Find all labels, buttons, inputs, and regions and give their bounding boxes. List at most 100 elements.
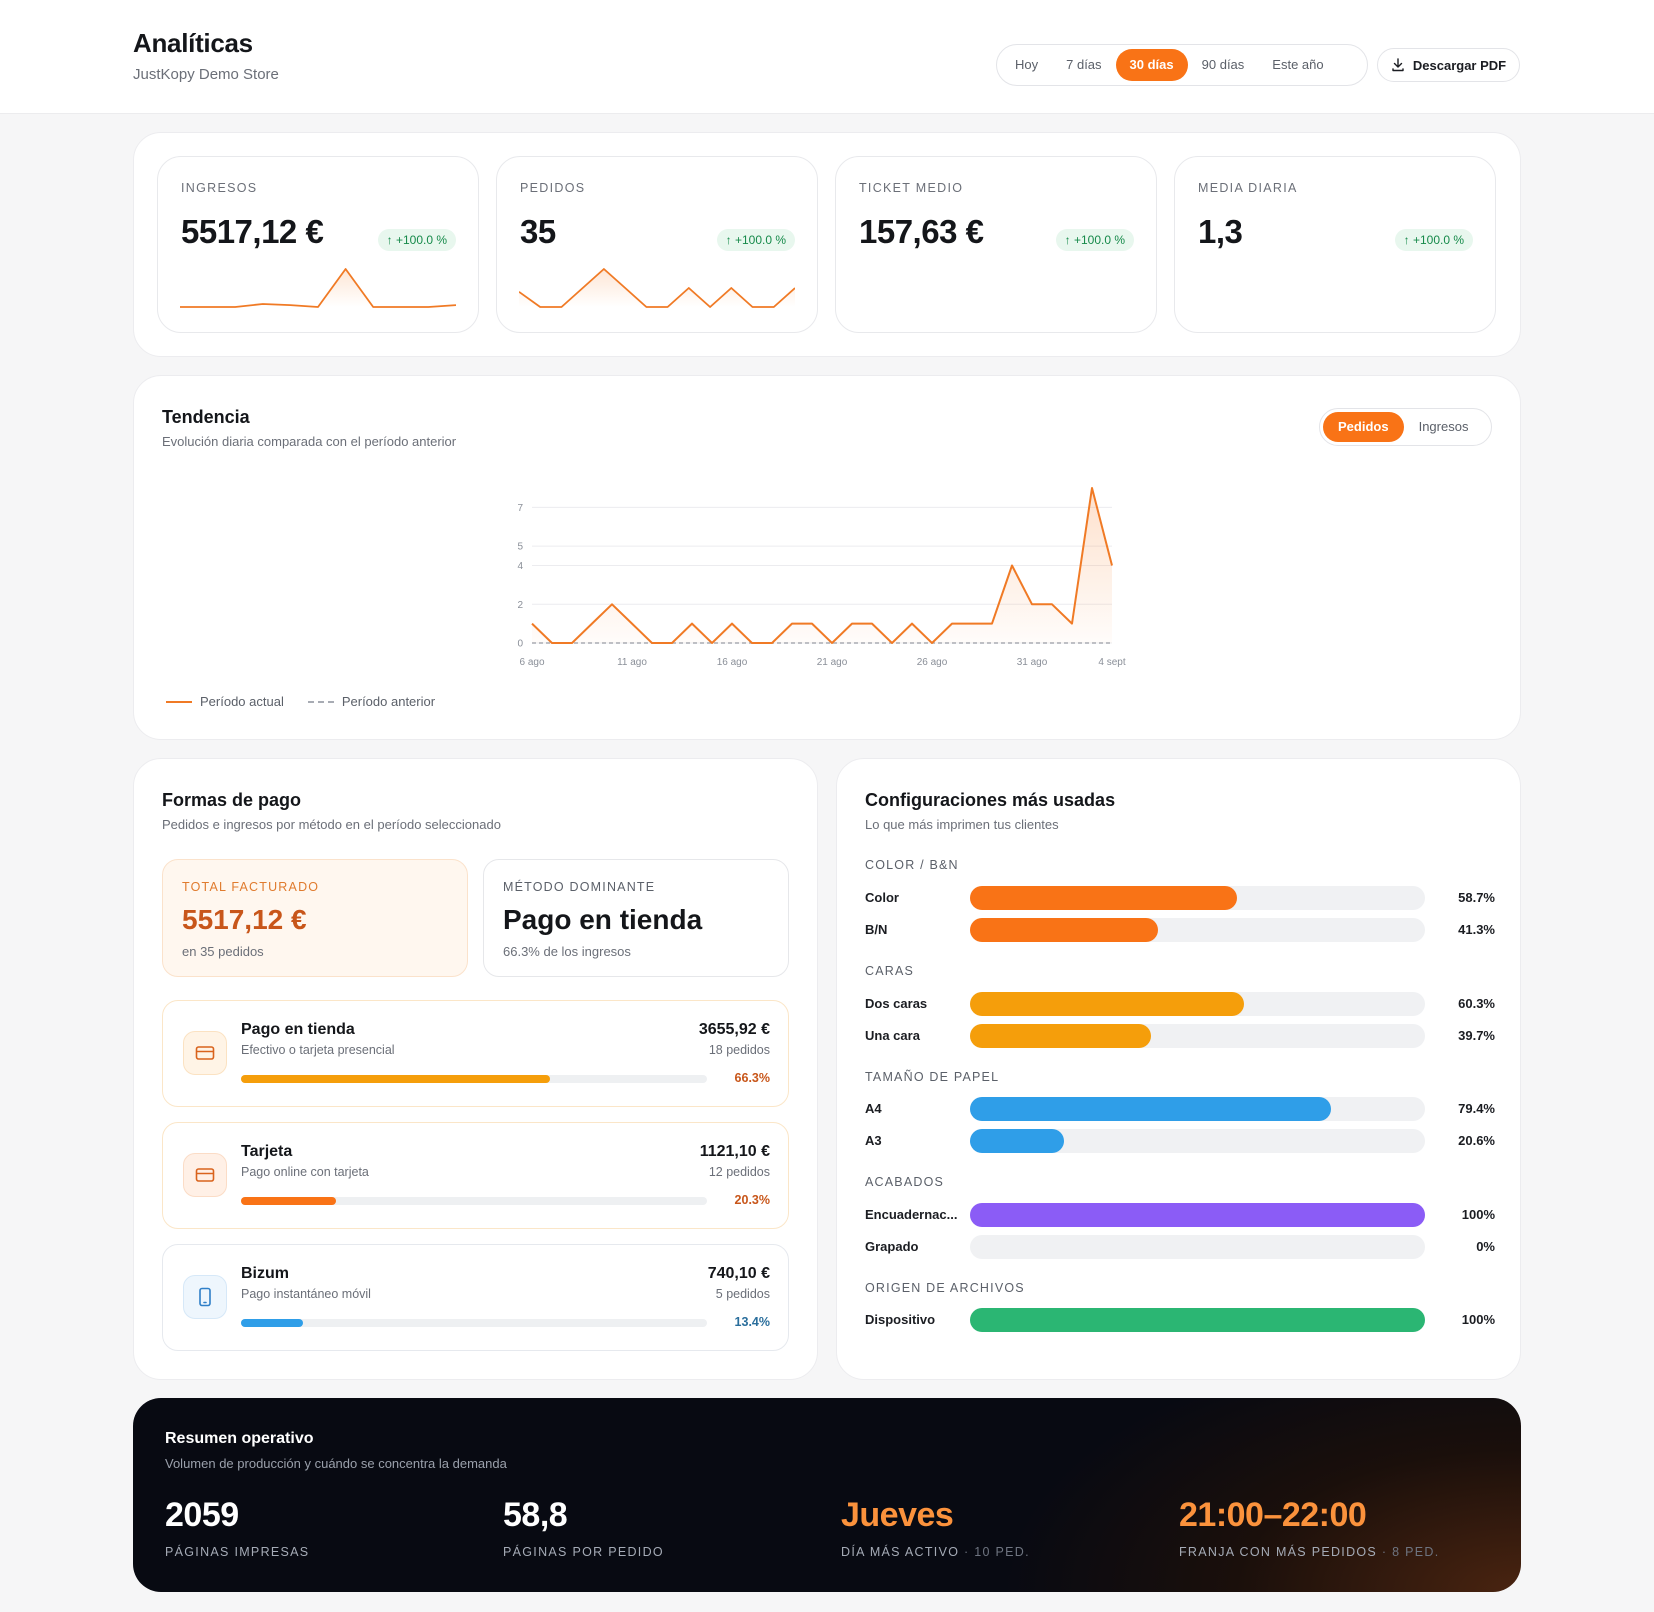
stat-pages-per-order: 58,8 Páginas por pedido [503,1496,664,1559]
method-name: Tarjeta [241,1143,293,1160]
stat-busiest-slot: 21:00–22:00 Franja con más pedidos · 8 p… [1179,1496,1440,1559]
range-90-days[interactable]: 90 días [1201,57,1245,72]
y-tick-label: 7 [517,503,523,514]
stat-value: Jueves [841,1496,954,1534]
dominant-method-value: Pago en tienda [503,904,703,935]
chart-legend: Período actual Período anterior [166,694,435,709]
config-row: Encuadernac... 100% [865,1203,1495,1227]
stat-label: Día más activo · 10 ped. [841,1545,1030,1559]
payment-method-row: Pago en tienda Efectivo o tarjeta presen… [162,1000,789,1107]
config-row: Color 58.7% [865,886,1495,910]
trend-chart: 0 2 4 5 7 6 ago 11 ago 16 ago 21 ago 26 ago 31 ago… [517,487,1126,668]
config-label: Grapado [865,1239,919,1254]
config-group-label: Acabados [865,1175,945,1189]
config-group-label: Origen de archivos [865,1281,1025,1295]
method-orders: 18 pedidos [708,1043,770,1057]
x-tick-label: 16 ago [717,657,748,668]
kpi-value: 1,3 [1198,213,1243,250]
page-title: Analíticas [133,28,253,58]
method-share-percent: 20.3% [734,1193,770,1207]
total-billed-label: Total facturado [182,880,320,894]
payment-methods-card: Formas de pago Pedidos e ingresos por mé… [133,758,818,1380]
stat-label: Franja con más pedidos · 8 ped. [1179,1545,1440,1559]
toggle-orders[interactable]: Pedidos [1323,412,1404,442]
x-tick-label: 21 ago [817,657,848,668]
payment-method-row: Bizum Pago instantáneo móvil 740,10 € 5 … [162,1244,789,1351]
method-amount: 1121,10 € [699,1143,770,1160]
total-billed-value: 5517,12 € [182,904,307,935]
x-tick-label: 4 sept [1098,657,1125,668]
method-share-fill [241,1197,336,1205]
kpi-value: 35 [520,213,556,250]
config-percent: 60.3% [1458,996,1495,1011]
legend-current: Período actual [200,694,284,709]
dominant-method-label: Método dominante [503,880,656,894]
operational-summary: Resumen operativo Volumen de producción … [133,1398,1521,1592]
config-label: Dos caras [865,996,928,1011]
kpi-delta-badge: ↑ +100.0 % [377,229,456,251]
config-percent: 0% [1476,1239,1495,1254]
phone-icon [183,1275,227,1319]
x-tick-label: 11 ago [617,657,647,668]
x-tick-label: 6 ago [519,657,544,668]
config-label: B/N [865,922,888,937]
sparkline-area [519,269,795,307]
config-bar-fill [970,1024,1151,1048]
payment-method-row: Tarjeta Pago online con tarjeta 1121,10 … [162,1122,789,1229]
kpi-delta-badge: ↑ +100.0 % [1055,229,1134,251]
y-tick-label: 2 [517,600,523,611]
dominant-method-sub: 66.3% de los ingresos [503,944,631,959]
config-label: A4 [865,1101,882,1116]
summary-subtitle: Volumen de producción y cuándo se concen… [165,1456,507,1471]
total-billed-box: Total facturado 5517,12 € en 35 pedidos [162,859,468,977]
config-row: A4 79.4% [865,1097,1495,1121]
kpi-sparkline [180,268,456,308]
x-tick-label: 26 ago [917,657,948,668]
config-row: Una cara 39.7% [865,1024,1495,1048]
kpi-section: Ingresos 5517,12 € ↑ +100.0 % Pedidos 35… [133,132,1521,357]
method-share-fill [241,1075,550,1083]
summary-title: Resumen operativo [165,1430,314,1447]
config-row: B/N 41.3% [865,918,1495,942]
config-group-label: Caras [865,964,915,978]
x-tick-label: 31 ago [1017,657,1048,668]
stat-busiest-day: Jueves Día más activo · 10 ped. [841,1496,1030,1559]
method-description: Pago online con tarjeta [241,1165,369,1179]
config-bar-fill [970,1129,1064,1153]
method-share-bar [241,1319,707,1327]
range-today[interactable]: Hoy [1015,57,1039,72]
total-billed-sub: en 35 pedidos [182,944,264,959]
range-this-year[interactable]: Este año [1272,57,1324,72]
download-pdf-button[interactable]: Descargar PDF [1377,48,1520,82]
date-range-selector: Hoy 7 días 30 días 90 días Este año [996,44,1368,86]
config-bar-fill [970,1097,1332,1121]
stat-label: Páginas por pedido [503,1545,664,1559]
method-share-bar [241,1075,707,1083]
config-group-label: Tamaño de papel [865,1070,1000,1084]
config-row: Dispositivo 100% [865,1308,1495,1332]
config-bar [970,1235,1425,1259]
kpi-delta-badge: ↑ +100.0 % [716,229,795,251]
config-percent: 79.4% [1458,1101,1495,1116]
config-bar-fill [970,886,1238,910]
store-name: JustKopy Demo Store [133,66,279,83]
dominant-method-box: Método dominante Pago en tienda 66.3% de… [483,859,789,977]
kpi-label: Media diaria [1198,181,1298,195]
trend-title: Tendencia [162,407,250,427]
config-label: Una cara [865,1028,920,1043]
config-group-label: Color / B&N [865,858,959,872]
range-7-days[interactable]: 7 días [1066,57,1102,72]
card-icon [183,1031,227,1075]
toggle-revenue[interactable]: Ingresos [1418,419,1469,434]
configurations-card: Configuraciones más usadas Lo que más im… [836,758,1521,1380]
payments-subtitle: Pedidos e ingresos por método en el perí… [162,817,501,832]
sparkline-line [180,268,456,308]
config-bar-fill [970,992,1245,1016]
config-percent: 41.3% [1458,922,1495,937]
stat-value: 58,8 [503,1496,568,1534]
method-description: Pago instantáneo móvil [241,1287,371,1301]
range-30-days[interactable]: 30 días [1115,49,1188,81]
method-name: Bizum [241,1265,289,1282]
kpi-card-orders: Pedidos 35 ↑ +100.0 % [496,156,818,333]
config-bar [970,992,1425,1016]
